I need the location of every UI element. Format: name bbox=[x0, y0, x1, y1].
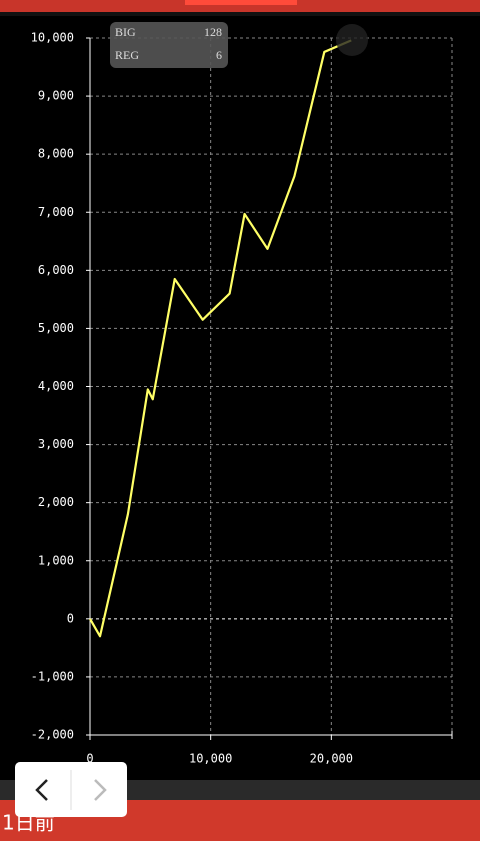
top-edge bbox=[0, 12, 480, 16]
y-tick-label: 5,000 bbox=[38, 321, 74, 335]
y-tick-label: -1,000 bbox=[31, 669, 74, 683]
y-tick-label: 6,000 bbox=[38, 263, 74, 277]
top-tab bbox=[185, 0, 297, 5]
y-tick-label: 4,000 bbox=[38, 379, 74, 393]
cursor-dot bbox=[336, 24, 368, 56]
y-tick-label: 3,000 bbox=[38, 437, 74, 451]
y-tick-label: 9,000 bbox=[38, 89, 74, 103]
stat-label: BIG bbox=[115, 25, 136, 39]
next-button[interactable] bbox=[94, 779, 107, 801]
stat-value: 6 bbox=[216, 48, 222, 62]
stat-label: REG bbox=[115, 48, 139, 62]
y-tick-label: 2,000 bbox=[38, 495, 74, 509]
y-tick-label: -2,000 bbox=[31, 728, 74, 742]
y-tick-label: 7,000 bbox=[38, 205, 74, 219]
prev-button[interactable] bbox=[35, 779, 48, 801]
stats-box bbox=[110, 22, 228, 68]
y-tick-label: 10,000 bbox=[31, 31, 74, 45]
y-tick-label: 8,000 bbox=[38, 147, 74, 161]
x-tick-label: 0 bbox=[86, 752, 93, 766]
y-tick-label: 0 bbox=[67, 611, 74, 625]
top-bar bbox=[0, 0, 480, 12]
stat-value: 128 bbox=[204, 25, 222, 39]
x-tick-label: 10,000 bbox=[189, 752, 232, 766]
x-tick-label: 20,000 bbox=[310, 752, 353, 766]
data-line bbox=[89, 39, 352, 638]
y-tick-label: 1,000 bbox=[38, 553, 74, 567]
